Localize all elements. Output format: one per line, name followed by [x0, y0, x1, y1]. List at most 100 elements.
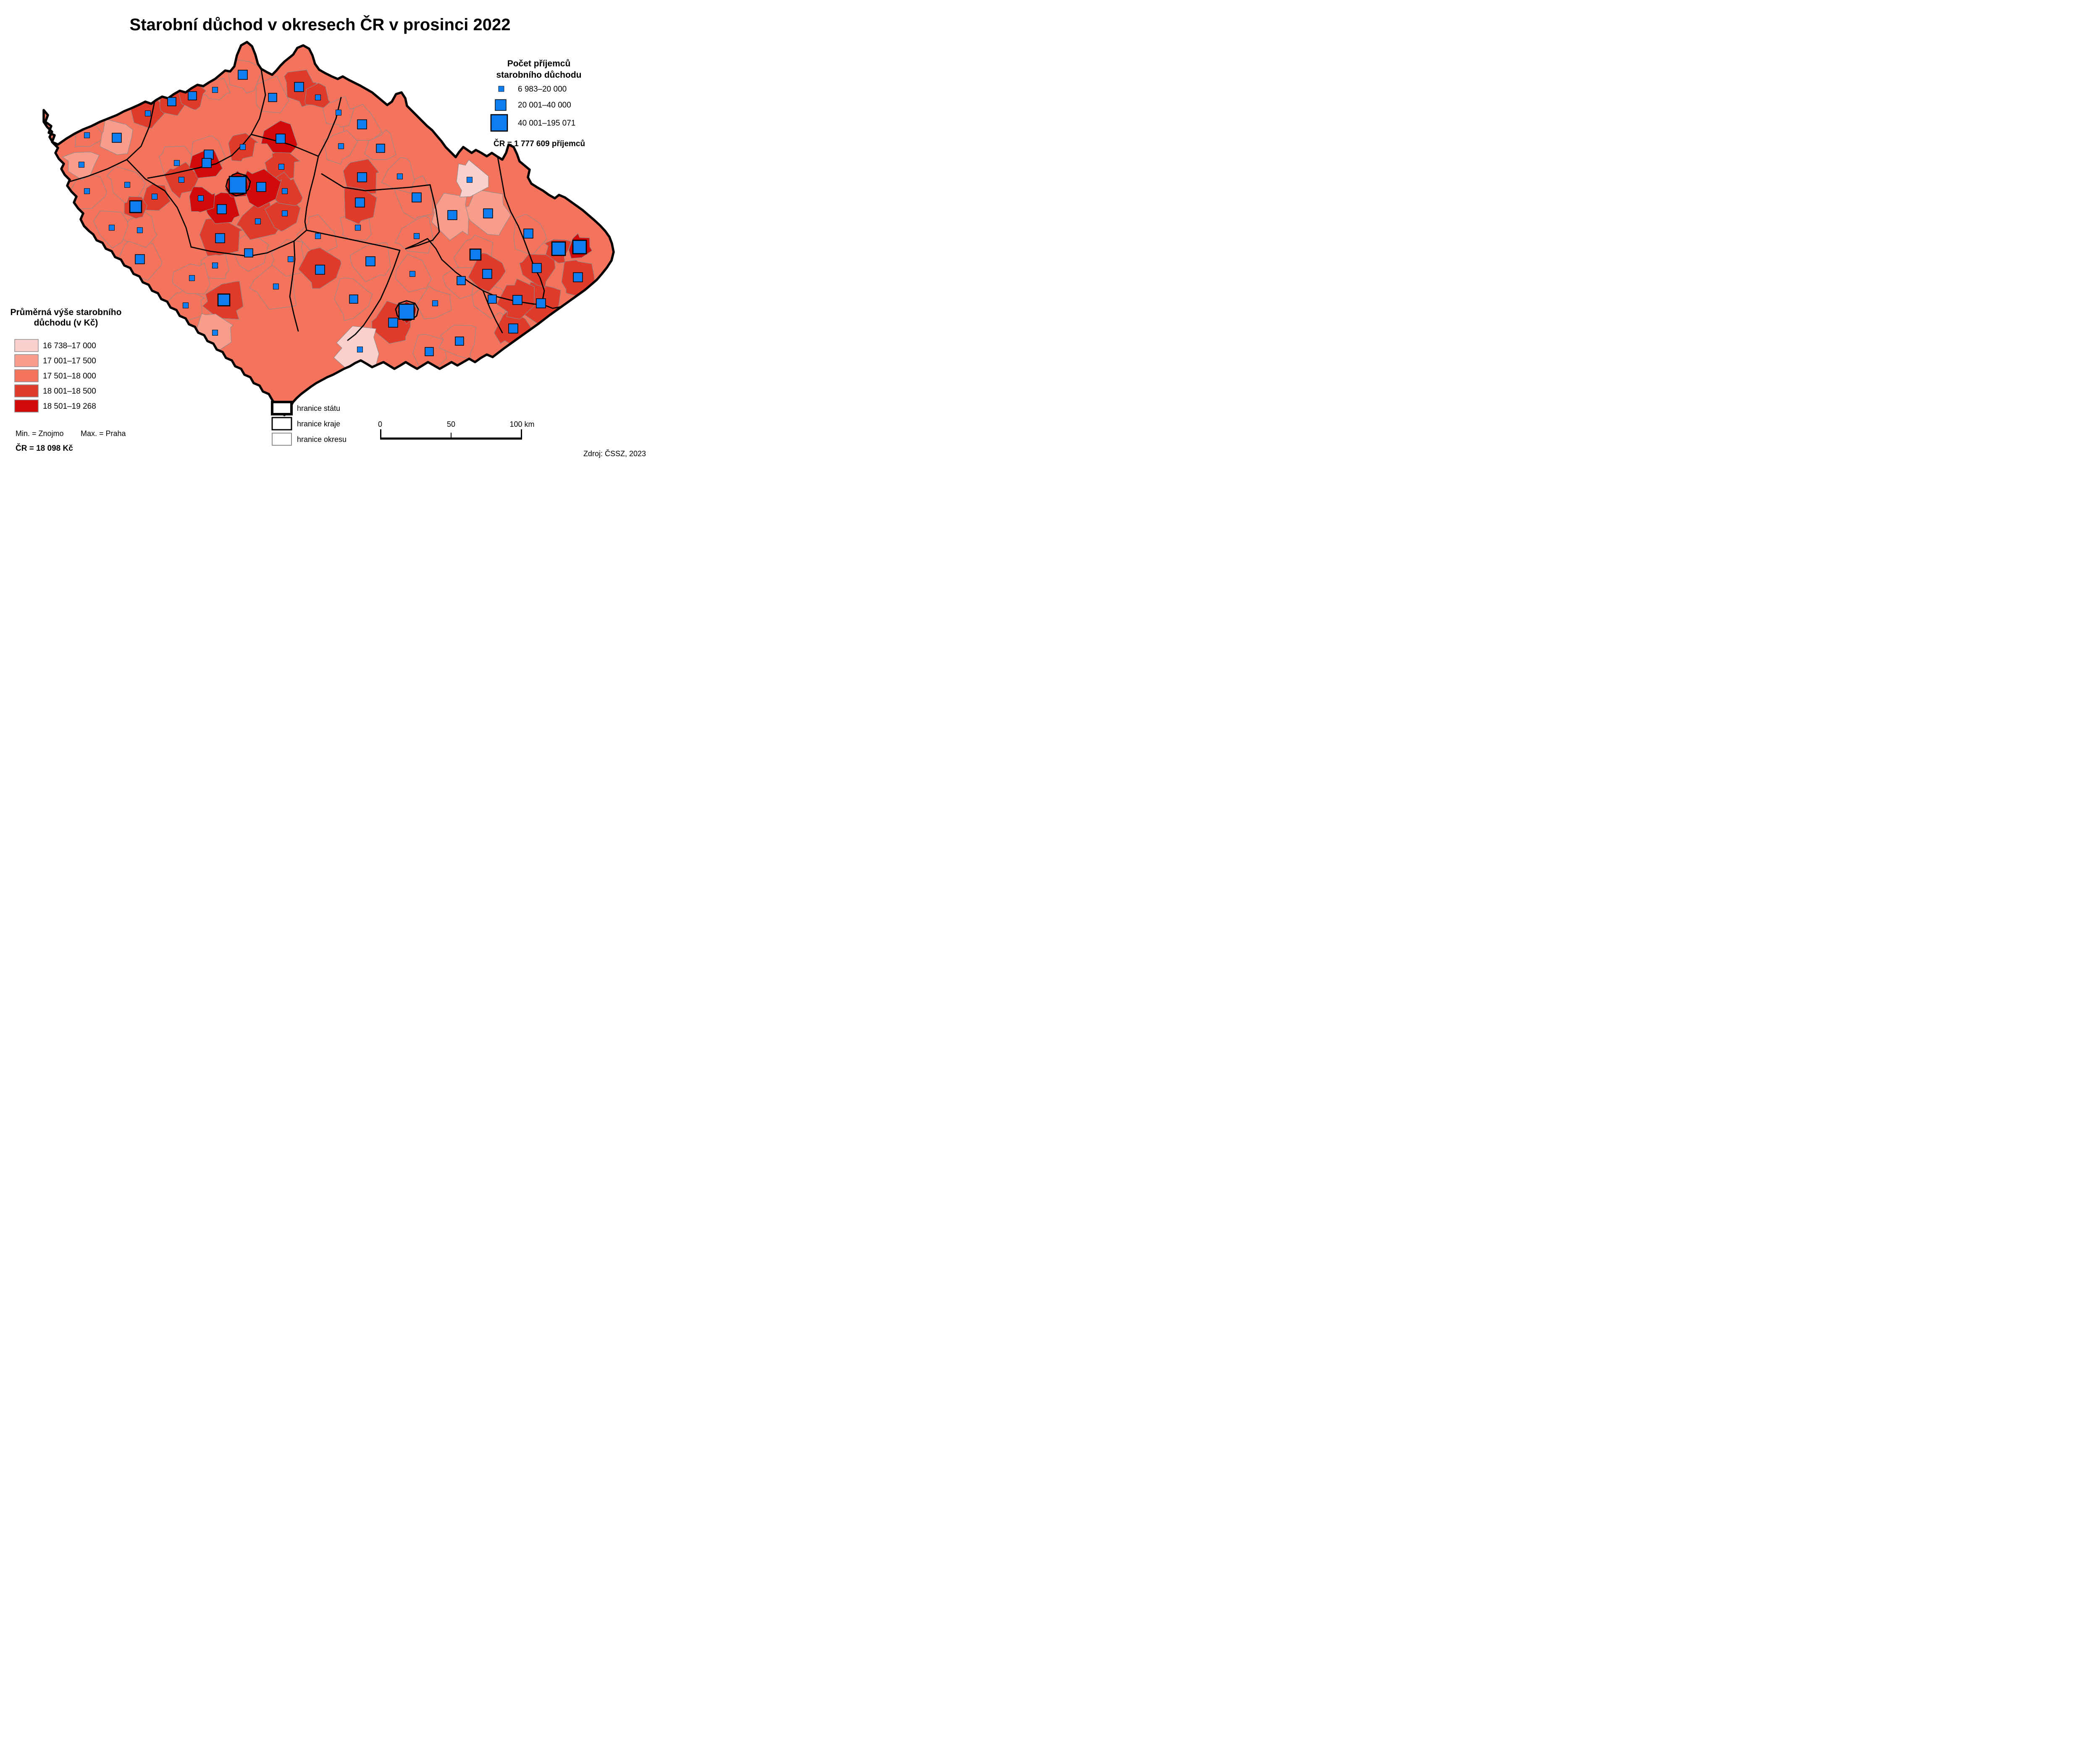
region-border-line	[497, 156, 545, 305]
boundary-label-state: hranice státu	[297, 404, 340, 413]
recipient-square	[244, 248, 253, 258]
recipient-square	[84, 132, 90, 138]
page-title: Starobní důchod v okresech ČR v prosinci…	[130, 15, 511, 34]
state-border-line	[42, 41, 615, 416]
recipient-square	[294, 82, 304, 92]
recipient-square	[288, 256, 294, 262]
color-legend-swatch-2	[14, 354, 39, 367]
recipient-square	[167, 97, 176, 106]
recipient-square	[551, 241, 566, 256]
recipient-square	[357, 119, 367, 129]
recipient-square	[365, 256, 375, 266]
scale-bar: 0 50 100 km	[378, 420, 535, 440]
recipient-square	[355, 197, 365, 208]
recipient-square	[198, 195, 204, 201]
stat-average: ČR = 18 098 Kč	[16, 444, 73, 453]
color-legend-swatch-1	[14, 339, 39, 352]
recipient-square	[189, 275, 195, 281]
region-borders	[66, 69, 562, 341]
region-border-line	[395, 300, 419, 321]
recipient-square	[412, 192, 422, 202]
recipient-square	[336, 110, 341, 116]
symbol-legend-swatch-small	[498, 86, 504, 92]
region-border-line	[147, 134, 252, 179]
scale-tick-100: 100 km	[509, 420, 534, 428]
recipient-square	[79, 162, 84, 168]
recipient-square	[357, 347, 363, 352]
recipient-square	[217, 204, 227, 214]
map-page: Starobní důchod v okresech ČR v prosinci…	[0, 0, 649, 459]
symbol-legend-label-medium: 20 001–40 000	[518, 101, 571, 110]
color-legend-label-2: 17 001–17 500	[43, 357, 96, 365]
boundary-label-region: hranice kraje	[297, 420, 340, 428]
recipient-square	[483, 208, 493, 218]
recipient-square	[202, 158, 212, 168]
recipient-square	[508, 323, 518, 334]
stat-min: Min. = Znojmo	[16, 429, 64, 438]
color-legend-swatch-5	[14, 399, 39, 413]
region-border-line	[250, 134, 319, 157]
recipient-square	[240, 144, 246, 150]
stat-max: Max. = Praha	[81, 429, 126, 438]
color-legend-title-line1: Průměrná výše starobního	[10, 307, 122, 317]
recipient-square	[349, 294, 358, 304]
recipient-square	[397, 173, 403, 179]
recipient-square	[457, 276, 466, 285]
recipient-square	[188, 91, 197, 100]
color-legend-label-5: 18 501–19 268	[43, 402, 96, 411]
region-border-line	[482, 290, 503, 334]
recipient-square	[273, 284, 279, 289]
recipient-square	[532, 263, 542, 273]
recipient-square	[482, 269, 492, 279]
recipient-square	[174, 160, 180, 166]
boundary-swatch-state	[271, 401, 293, 415]
recipient-square	[447, 210, 457, 220]
recipient-square	[467, 177, 472, 183]
recipient-square	[315, 95, 321, 100]
color-legend: Průměrná výše starobního důchodu (v Kč) …	[10, 307, 126, 453]
symbol-legend-label-large: 40 001–195 071	[518, 119, 575, 128]
recipient-square	[398, 303, 415, 320]
recipient-square	[256, 182, 266, 192]
recipient-square	[536, 298, 546, 308]
region-border-line	[66, 159, 128, 183]
color-legend-label-1: 16 738–17 000	[43, 342, 96, 350]
boundary-legend: hranice státu hranice kraje hranice okre…	[271, 401, 346, 446]
recipient-square	[357, 172, 367, 182]
recipient-square	[455, 336, 464, 346]
recipient-square	[276, 134, 286, 144]
color-legend-swatch-3	[14, 369, 39, 382]
symbol-legend-swatch-large	[490, 114, 508, 132]
recipient-square	[523, 229, 533, 239]
recipient-square	[212, 263, 218, 268]
recipient-square	[145, 110, 151, 116]
recipient-square	[178, 177, 184, 183]
recipient-squares	[79, 70, 587, 356]
region-border-line	[405, 184, 440, 250]
recipient-square	[469, 248, 482, 261]
symbol-legend-swatch-medium	[495, 99, 507, 111]
recipient-square	[217, 293, 231, 307]
region-border-line	[126, 101, 155, 160]
recipient-square	[512, 295, 522, 305]
region-border-line	[321, 173, 431, 192]
recipient-square	[152, 194, 158, 200]
recipient-square	[183, 302, 189, 308]
color-legend-swatch-4	[14, 384, 39, 397]
recipient-square	[488, 294, 497, 304]
recipient-square	[255, 218, 261, 224]
recipient-square	[410, 271, 415, 277]
state-border	[42, 41, 615, 416]
recipient-square	[228, 176, 247, 194]
region-border-line	[190, 229, 307, 257]
boundary-swatch-district	[272, 433, 292, 446]
recipient-square	[212, 87, 218, 93]
recipient-square	[238, 70, 248, 80]
recipient-square	[268, 93, 277, 102]
source-credit: Zdroj: ČSSZ, 2023	[583, 449, 646, 458]
recipient-square	[137, 227, 143, 233]
recipient-square	[215, 233, 225, 243]
recipient-square	[129, 200, 142, 213]
region-border-line	[289, 240, 299, 332]
recipient-square	[282, 210, 288, 216]
